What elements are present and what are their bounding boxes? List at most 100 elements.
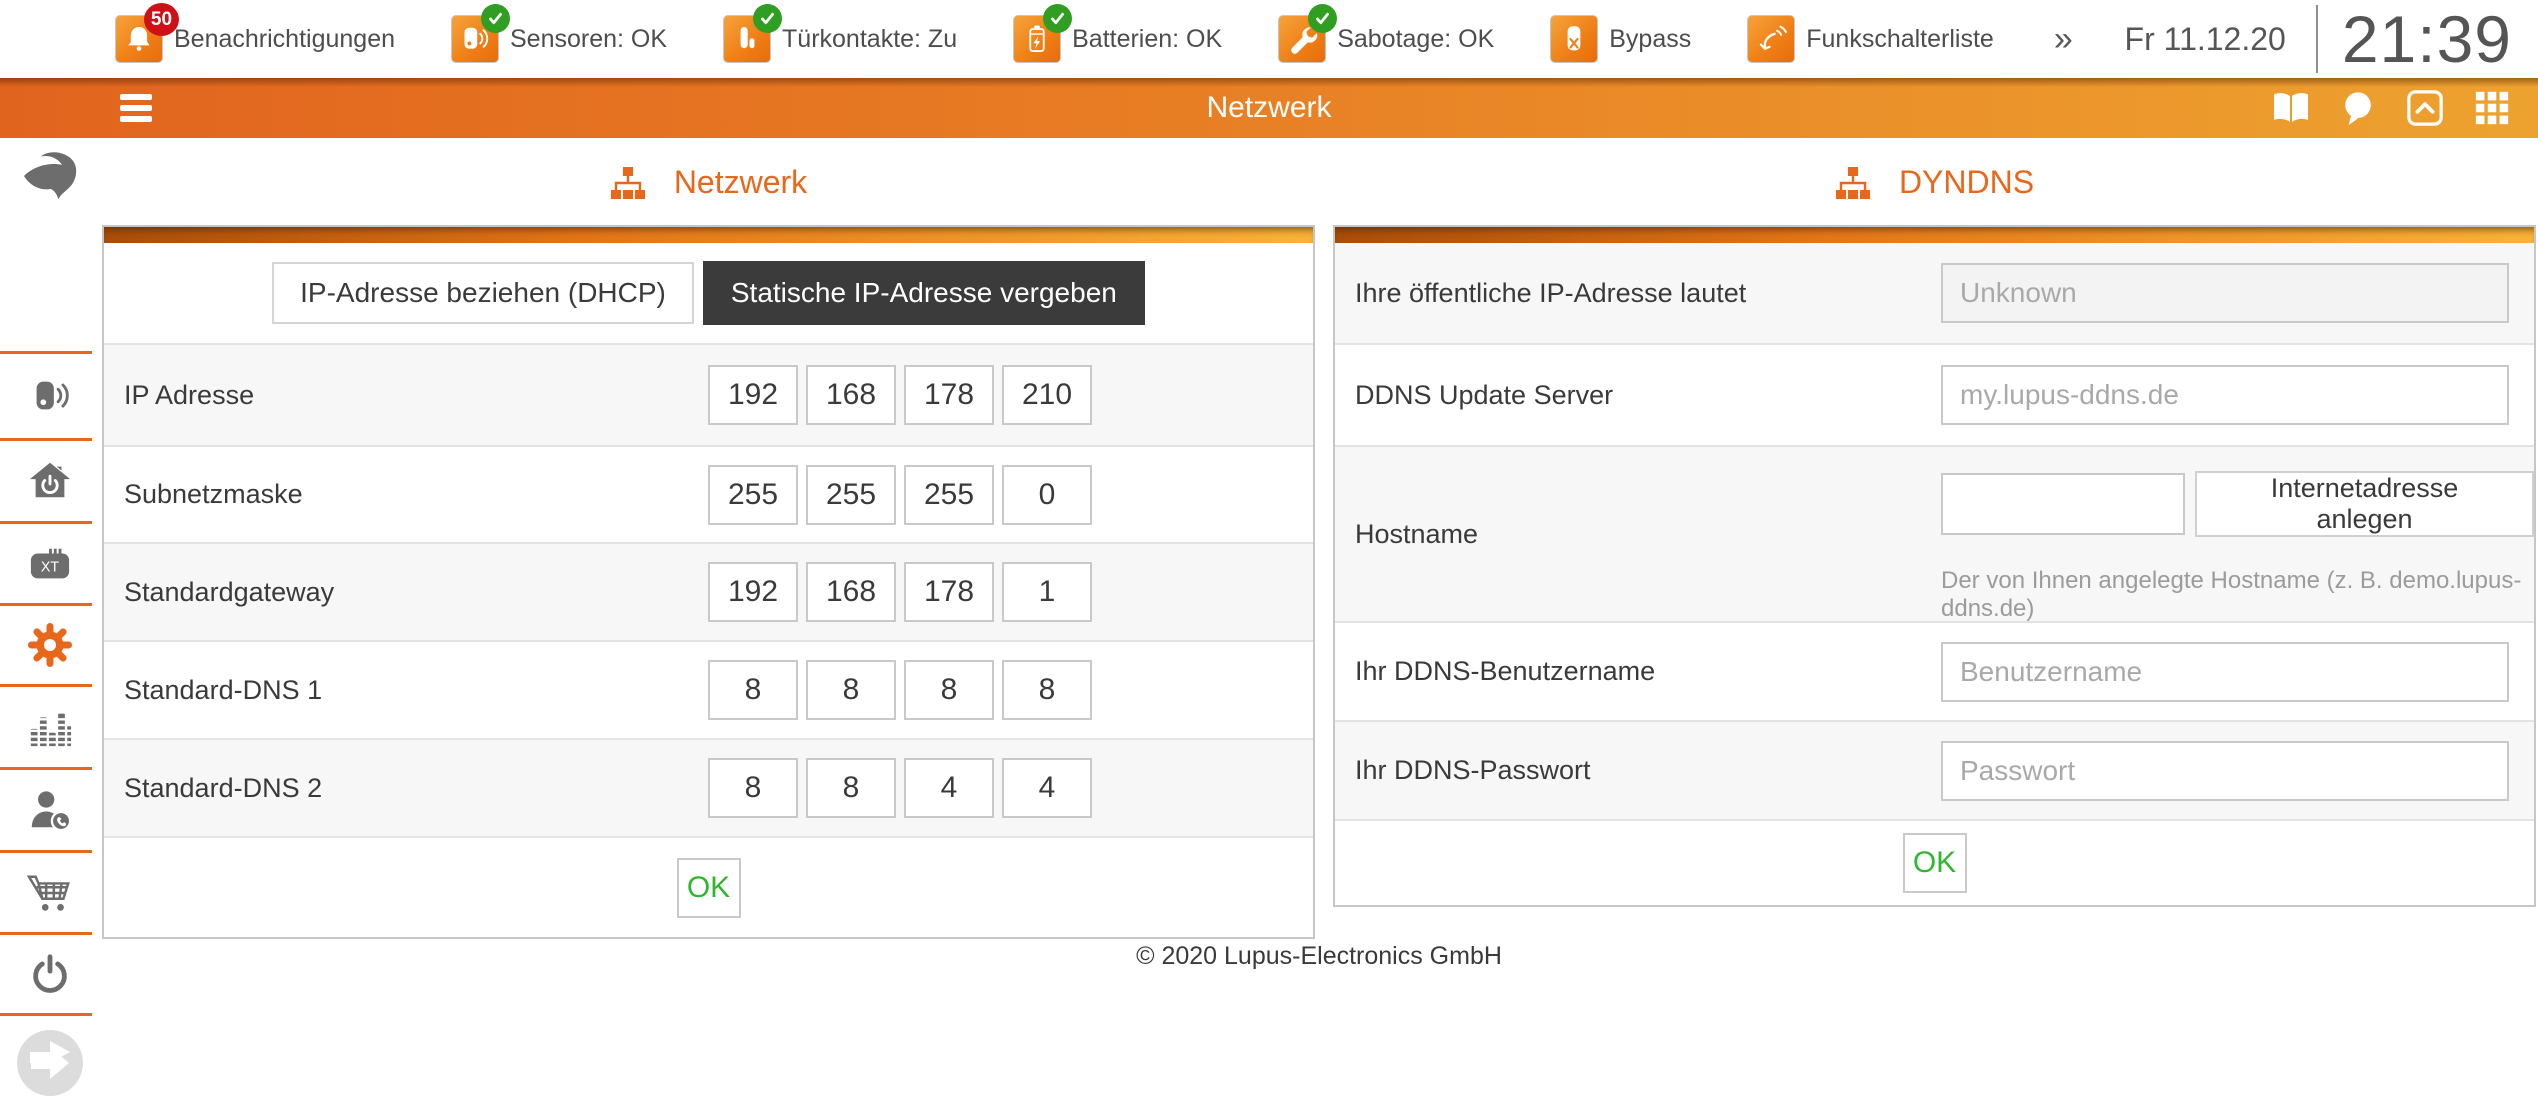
hostname-row: Hostname Internetadresse anlegen Der von… <box>1335 445 2534 622</box>
dns1-octet-1[interactable] <box>708 660 798 720</box>
ddns-password-field[interactable] <box>1941 740 2509 801</box>
dns1-octet-3[interactable] <box>904 660 994 720</box>
dyndns-ok-button[interactable]: OK <box>1902 833 1967 893</box>
status-more-chevrons[interactable]: » <box>2053 19 2073 58</box>
radio-switch-icon <box>1747 15 1796 63</box>
notification-count-badge: 50 <box>144 3 179 36</box>
status-bar: 50 Benachrichtigungen Sensoren: OK Türko… <box>0 0 2538 78</box>
dyndns-panel-box: Ihre öffentliche IP-Adresse lautet DDNS … <box>1333 225 2536 907</box>
subnet-label: Subnetzmaske <box>124 479 303 509</box>
dns2-octet-1[interactable] <box>708 758 798 818</box>
gateway-octet-3[interactable] <box>904 562 994 622</box>
chat-bubble-icon[interactable] <box>2338 88 2378 128</box>
sidebar: XT <box>0 138 100 1096</box>
menu-hamburger-icon[interactable] <box>120 91 154 125</box>
sidebar-item-sensors-icon[interactable] <box>0 354 100 438</box>
dhcp-button[interactable]: IP-Adresse beziehen (DHCP) <box>272 262 694 324</box>
time-text: 21:39 <box>2341 2 2512 76</box>
public-ip-row: Ihre öffentliche IP-Adresse lautet <box>1335 243 2534 343</box>
ddns-password-label: Ihr DDNS-Passwort <box>1355 755 1591 785</box>
status-item-batterien[interactable]: Batterien: OK <box>1013 4 1222 63</box>
dns2-octet-2[interactable] <box>806 758 896 818</box>
door-contact-icon <box>723 4 783 63</box>
gateway-octet-4[interactable] <box>1002 562 1092 622</box>
gateway-octet-1[interactable] <box>708 562 798 622</box>
static-ip-button[interactable]: Statische IP-Adresse vergeben <box>702 261 1145 325</box>
create-internet-address-button[interactable]: Internetadresse anlegen <box>2195 471 2534 537</box>
battery-icon <box>1013 4 1073 63</box>
footer-copyright: © 2020 Lupus-Electronics GmbH <box>1136 942 1502 970</box>
dns1-octet-4[interactable] <box>1002 660 1092 720</box>
ip-octet-1[interactable] <box>708 365 798 425</box>
wrench-icon <box>1278 4 1338 63</box>
ip-octet-2[interactable] <box>806 365 896 425</box>
navbar-icons <box>2271 78 2512 138</box>
ip-address-label: IP Adresse <box>124 379 255 410</box>
apps-grid-icon[interactable] <box>2472 88 2512 128</box>
subnet-octet-3[interactable] <box>904 464 994 525</box>
status-item-benachrichtigungen[interactable]: 50 Benachrichtigungen <box>115 3 395 63</box>
gateway-row: Standardgateway <box>104 542 1313 640</box>
sidebar-item-statistics-icon[interactable] <box>0 687 100 767</box>
check-badge <box>753 4 783 33</box>
sidebar-item-next-arrow-icon[interactable] <box>0 1020 100 1106</box>
gateway-octets <box>708 562 1092 622</box>
subnet-row: Subnetzmaske <box>104 445 1313 542</box>
ip-octet-3[interactable] <box>904 365 994 425</box>
clock: Fr 11.12.20 21:39 <box>2125 0 2512 78</box>
status-item-sabotage[interactable]: Sabotage: OK <box>1278 4 1494 63</box>
ddns-server-field[interactable] <box>1941 365 2509 425</box>
dyndns-ok-row: OK <box>1335 819 2534 905</box>
public-ip-field <box>1941 263 2509 323</box>
dns2-octet-4[interactable] <box>1002 758 1092 818</box>
page-title: Netzwerk <box>1206 91 1332 124</box>
hostname-field[interactable] <box>1941 473 2185 535</box>
dns1-row: Standard-DNS 1 <box>104 640 1313 738</box>
gateway-octet-2[interactable] <box>806 562 896 622</box>
ip-address-octets <box>708 365 1092 425</box>
dns1-octets <box>708 660 1092 720</box>
dns2-octets <box>708 758 1092 818</box>
sidebar-item-settings-gear-icon[interactable] <box>0 606 100 684</box>
sidebar-item-contacts-icon[interactable] <box>0 770 100 850</box>
sidebar-item-xt-device-icon[interactable]: XT <box>0 524 100 603</box>
hostname-label: Hostname <box>1355 518 1479 549</box>
ddns-username-label: Ihr DDNS-Benutzername <box>1355 656 1656 686</box>
ddns-server-label: DDNS Update Server <box>1355 379 1614 410</box>
status-item-sensoren[interactable]: Sensoren: OK <box>451 4 667 63</box>
status-item-funkschalterliste[interactable]: Funkschalterliste <box>1747 15 1994 63</box>
panel-collapse-icon[interactable] <box>2405 88 2445 128</box>
dns2-octet-3[interactable] <box>904 758 994 818</box>
network-panel-box: IP-Adresse beziehen (DHCP) Statische IP-… <box>102 225 1315 939</box>
svg-text:XT: XT <box>41 559 60 575</box>
status-item-tuerkontakte[interactable]: Türkontakte: Zu <box>723 4 957 63</box>
dns2-row: Standard-DNS 2 <box>104 738 1313 836</box>
sidebar-item-power-icon[interactable] <box>0 935 100 1013</box>
subnet-octet-2[interactable] <box>806 464 896 525</box>
panel-gradient-strip <box>1335 227 2534 243</box>
check-badge <box>1308 4 1338 33</box>
ddns-username-row: Ihr DDNS-Benutzername <box>1335 621 2534 720</box>
status-item-bypass[interactable]: Bypass <box>1550 15 1691 63</box>
bypass-icon <box>1550 15 1599 63</box>
subnet-octets <box>708 464 1092 525</box>
ip-octet-4[interactable] <box>1002 365 1092 425</box>
date-text: Fr 11.12.20 <box>2124 20 2286 57</box>
dns1-label: Standard-DNS 1 <box>124 674 323 705</box>
dns1-octet-2[interactable] <box>806 660 896 720</box>
subnet-octet-4[interactable] <box>1002 464 1092 525</box>
sitemap-icon <box>610 166 645 199</box>
ddns-server-row: DDNS Update Server <box>1335 343 2534 445</box>
network-ok-row: OK <box>104 836 1313 937</box>
manual-book-icon[interactable] <box>2271 88 2311 128</box>
sidebar-item-home-wolf-logo-icon[interactable] <box>0 138 100 213</box>
sidebar-item-smarthome-icon[interactable] <box>0 441 100 521</box>
ddns-username-field[interactable] <box>1941 641 2509 702</box>
sidebar-item-shop-cart-icon[interactable] <box>0 853 100 932</box>
network-ok-button[interactable]: OK <box>676 857 741 918</box>
subnet-octet-1[interactable] <box>708 464 798 525</box>
public-ip-label: Ihre öffentliche IP-Adresse lautet <box>1355 277 1747 308</box>
sensor-icon <box>451 4 510 63</box>
hostname-hint: Der von Ihnen angelegte Hostname (z. B. … <box>1941 567 2522 622</box>
sitemap-icon <box>1835 166 1870 199</box>
